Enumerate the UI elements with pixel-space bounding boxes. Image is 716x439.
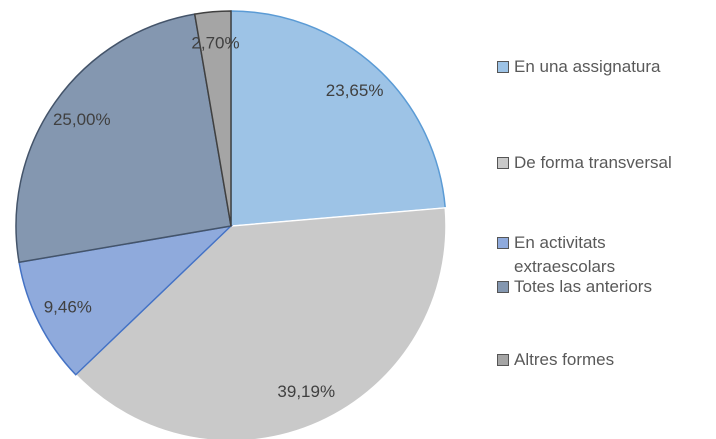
- legend-label: En una assignatura: [514, 57, 661, 76]
- data-label: 2,70%: [191, 33, 239, 52]
- pie-slice: [230, 10, 447, 227]
- legend-swatch: [497, 237, 509, 249]
- data-label: 9,46%: [44, 298, 92, 317]
- legend-label: De forma transversal: [514, 153, 672, 172]
- legend-item: En una assignatura: [497, 55, 712, 79]
- legend-label: En activitats extraescolars: [514, 233, 616, 276]
- pie-slice: [18, 224, 234, 376]
- legend-swatch: [497, 61, 509, 73]
- pie-slice: [15, 13, 232, 264]
- legend-item: Altres formes: [497, 348, 712, 372]
- data-label: 39,19%: [277, 382, 335, 401]
- legend-label: Altres formes: [514, 350, 615, 369]
- legend-swatch: [497, 157, 509, 169]
- data-label: 25,00%: [53, 110, 111, 129]
- legend-swatch: [497, 354, 509, 366]
- data-label: 23,65%: [326, 81, 384, 100]
- legend-item: De forma transversal: [497, 151, 712, 175]
- legend-swatch: [497, 281, 509, 293]
- legend-item: En activitats extraescolars: [497, 231, 712, 279]
- legend-item: Totes las anteriors: [497, 275, 712, 299]
- pie-slice: [74, 206, 447, 439]
- pie-slice: [193, 10, 232, 227]
- legend-label: Totes las anteriors: [514, 277, 652, 296]
